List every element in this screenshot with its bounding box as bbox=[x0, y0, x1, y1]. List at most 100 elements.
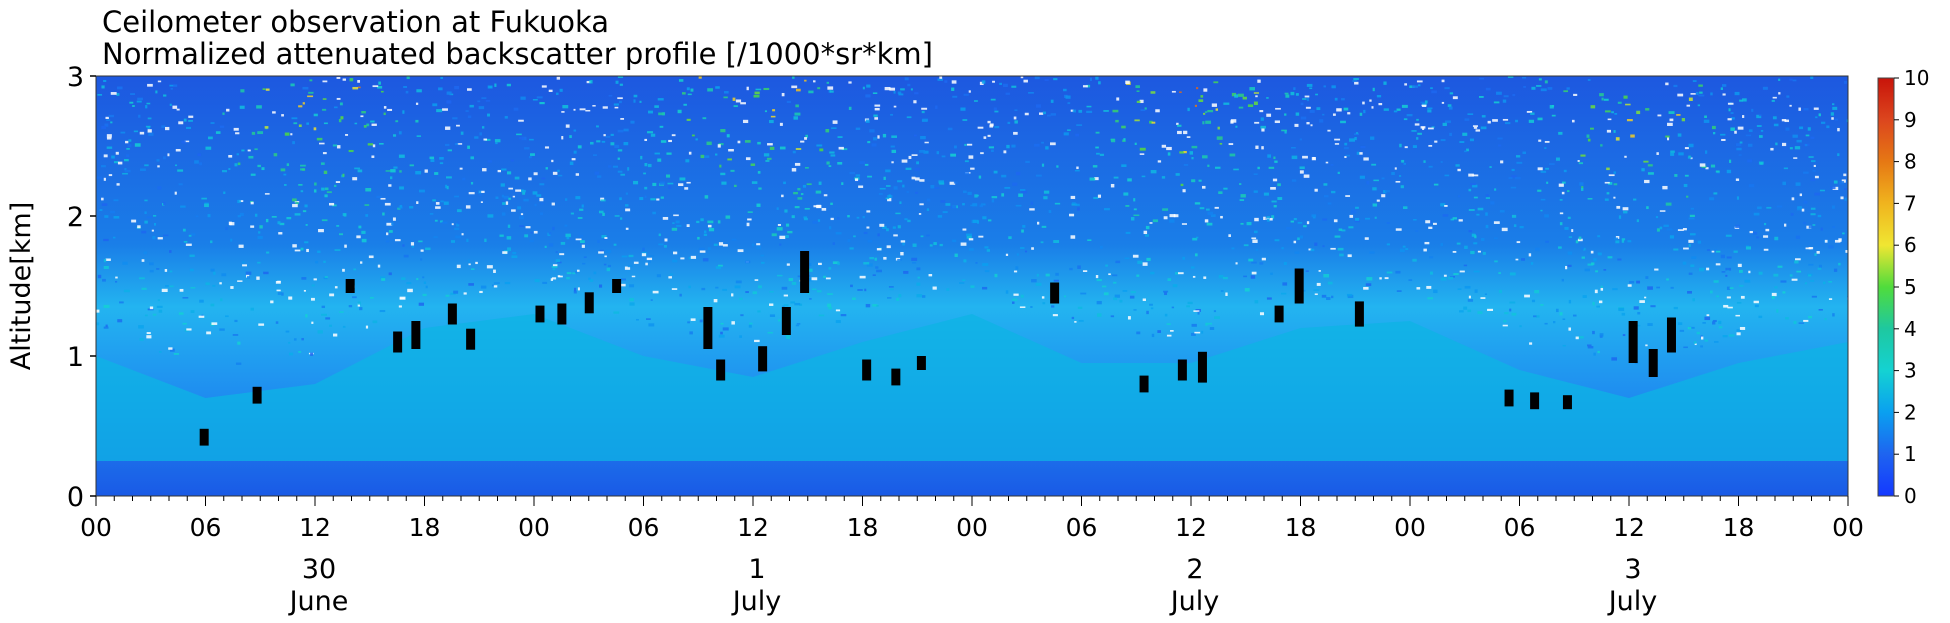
noise-speckle bbox=[1592, 330, 1595, 335]
noise-speckle bbox=[479, 290, 483, 294]
noise-speckle bbox=[688, 151, 692, 155]
noise-speckle bbox=[597, 239, 600, 243]
noise-speckle bbox=[1597, 235, 1601, 238]
noise-speckle bbox=[864, 163, 869, 166]
noise-speckle bbox=[1793, 157, 1798, 159]
noise-speckle bbox=[1250, 275, 1256, 279]
noise-speckle bbox=[422, 276, 425, 279]
noise-speckle bbox=[675, 220, 680, 224]
noise-speckle bbox=[461, 233, 464, 236]
noise-speckle bbox=[313, 113, 318, 117]
noise-speckle bbox=[115, 151, 119, 155]
noise-speckle bbox=[757, 141, 761, 145]
noise-speckle bbox=[1063, 295, 1067, 298]
day-label: 30 bbox=[302, 554, 336, 585]
noise-speckle bbox=[468, 263, 471, 266]
noise-speckle bbox=[1144, 234, 1150, 237]
noise-speckle bbox=[1809, 280, 1815, 282]
noise-speckle bbox=[1070, 195, 1076, 199]
noise-speckle bbox=[467, 259, 471, 263]
noise-speckle bbox=[727, 158, 732, 161]
noise-speckle bbox=[188, 234, 192, 237]
noise-speckle bbox=[239, 212, 244, 217]
noise-speckle bbox=[1555, 157, 1560, 161]
noise-speckle bbox=[1696, 91, 1699, 95]
noise-speckle bbox=[357, 303, 360, 307]
noise-speckle bbox=[1339, 253, 1344, 257]
noise-speckle bbox=[1824, 239, 1828, 243]
noise-speckle bbox=[1020, 76, 1024, 79]
noise-speckle bbox=[190, 310, 195, 314]
noise-speckle bbox=[101, 203, 108, 206]
noise-speckle bbox=[754, 339, 760, 343]
noise-speckle bbox=[1762, 86, 1768, 90]
noise-speckle bbox=[878, 193, 883, 195]
noise-speckle bbox=[1713, 192, 1718, 195]
noise-speckle bbox=[781, 92, 785, 97]
noise-speckle bbox=[1798, 322, 1805, 324]
noise-speckle bbox=[1322, 113, 1325, 116]
noise-speckle bbox=[941, 155, 946, 158]
noise-speckle bbox=[895, 212, 901, 215]
noise-speckle bbox=[1400, 185, 1404, 189]
noise-speckle bbox=[399, 204, 403, 208]
noise-speckle bbox=[964, 172, 970, 175]
noise-speckle bbox=[432, 199, 436, 202]
noise-speckle bbox=[361, 111, 366, 114]
noise-speckle bbox=[477, 100, 481, 103]
noise-speckle bbox=[1615, 137, 1620, 141]
noise-speckle bbox=[1274, 239, 1280, 242]
noise-speckle bbox=[1736, 329, 1742, 332]
noise-speckle bbox=[662, 112, 666, 116]
noise-speckle bbox=[182, 322, 187, 325]
noise-speckle bbox=[1808, 315, 1813, 319]
noise-speckle bbox=[735, 280, 742, 284]
noise-speckle bbox=[893, 105, 897, 108]
noise-speckle bbox=[963, 93, 969, 96]
noise-speckle bbox=[1544, 80, 1548, 84]
noise-speckle bbox=[1174, 272, 1179, 275]
noise-speckle bbox=[1260, 125, 1266, 129]
noise-speckle bbox=[717, 264, 723, 267]
noise-speckle bbox=[1464, 245, 1468, 250]
noise-speckle bbox=[950, 205, 957, 209]
noise-speckle bbox=[828, 267, 832, 270]
noise-speckle bbox=[1041, 296, 1045, 299]
noise-speckle bbox=[1700, 345, 1704, 348]
noise-speckle bbox=[767, 143, 773, 146]
noise-speckle bbox=[873, 114, 878, 117]
noise-speckle bbox=[425, 247, 431, 251]
noise-speckle bbox=[707, 247, 711, 251]
noise-speckle bbox=[648, 259, 651, 263]
noise-speckle bbox=[1231, 92, 1237, 97]
noise-speckle bbox=[722, 244, 728, 247]
noise-speckle bbox=[1050, 113, 1056, 116]
noise-speckle bbox=[1145, 225, 1150, 230]
noise-speckle bbox=[1498, 272, 1501, 274]
noise-speckle bbox=[1464, 118, 1470, 121]
noise-speckle bbox=[782, 305, 785, 309]
noise-speckle bbox=[1096, 313, 1102, 317]
noise-speckle bbox=[937, 215, 943, 218]
noise-speckle bbox=[726, 134, 730, 138]
noise-speckle bbox=[811, 288, 817, 291]
noise-speckle bbox=[1540, 88, 1547, 92]
noise-speckle bbox=[1738, 269, 1743, 273]
noise-speckle bbox=[731, 293, 734, 297]
noise-speckle bbox=[704, 155, 710, 158]
noise-speckle bbox=[178, 121, 184, 125]
noise-speckle bbox=[1562, 318, 1566, 320]
noise-speckle bbox=[237, 199, 241, 204]
noise-speckle bbox=[1327, 202, 1332, 205]
noise-speckle bbox=[392, 217, 396, 221]
noise-speckle bbox=[1470, 250, 1475, 255]
noise-speckle bbox=[707, 88, 713, 92]
cloud-detection bbox=[1530, 392, 1540, 410]
noise-speckle bbox=[1045, 273, 1050, 277]
noise-speckle bbox=[646, 318, 651, 320]
noise-speckle bbox=[1468, 230, 1473, 233]
noise-speckle bbox=[922, 295, 926, 298]
noise-speckle bbox=[1347, 294, 1354, 299]
noise-speckle bbox=[1538, 139, 1542, 142]
noise-speckle bbox=[1462, 132, 1468, 136]
